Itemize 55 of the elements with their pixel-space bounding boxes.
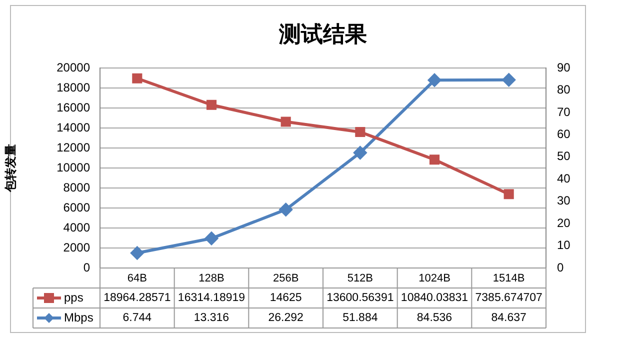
y-tick-label: 20000	[56, 60, 90, 74]
data-label: 84.536	[416, 312, 452, 324]
y2-tick-label: 70	[557, 104, 571, 119]
y2-tick-label: 0	[557, 260, 564, 274]
x-tick-label: 64B	[127, 272, 147, 285]
y-tick-label: 16000	[56, 100, 90, 114]
y-axis-title: 包转发量	[3, 144, 18, 193]
point	[279, 203, 292, 216]
data-label: 13600.56391	[326, 292, 394, 304]
y-tick-label: 8000	[63, 180, 90, 194]
data-label: 13.316	[194, 312, 230, 324]
point	[130, 246, 144, 260]
y-tick-label: 0	[83, 260, 90, 274]
point	[205, 232, 218, 245]
y-tick-label: 10000	[56, 160, 90, 174]
data-label: 7385.674707	[475, 292, 542, 304]
y-tick-label: 4000	[63, 220, 90, 234]
chart-title: 测试结果	[278, 22, 368, 48]
data-label: 10840.03831	[400, 292, 468, 304]
y2-tick-label: 50	[557, 149, 571, 164]
x-tick-label: 128B	[198, 272, 224, 285]
data-label: 84.637	[491, 312, 526, 324]
data-label: 51.884	[342, 312, 378, 324]
data-label: 6.744	[122, 312, 152, 324]
y-tick-label: 6000	[63, 200, 90, 214]
y2-tick-label: 60	[557, 126, 571, 141]
point	[206, 100, 217, 110]
y-tick-label: 12000	[56, 140, 90, 154]
data-label: 18964.28571	[104, 292, 171, 304]
point	[355, 126, 366, 138]
y2-tick-label: 20	[557, 216, 571, 230]
legend-label: Mbps	[64, 310, 94, 324]
point	[132, 73, 142, 84]
y-tick-label: 18000	[56, 80, 90, 94]
data-label: 14625	[270, 292, 302, 304]
y2-tick-label: 40	[557, 171, 571, 186]
data-label: 26.292	[268, 312, 304, 324]
data-label: 16314.18919	[178, 292, 246, 304]
point	[504, 189, 514, 200]
point	[502, 73, 516, 86]
x-tick-label: 1024B	[418, 272, 450, 285]
x-tick-label: 256B	[272, 272, 299, 285]
y2-tick-label: 30	[557, 194, 571, 208]
y-tick-label: 14000	[56, 120, 90, 134]
legend-label: pps	[64, 290, 84, 304]
x-tick-label: 1514B	[492, 272, 525, 285]
y-tick-label: 2000	[63, 240, 90, 254]
y2-tick-label: 10	[557, 238, 571, 252]
point	[280, 116, 291, 127]
point	[354, 146, 367, 160]
point	[429, 154, 440, 165]
x-tick-label: 512B	[347, 272, 374, 285]
y2-tick-label: 90	[557, 60, 571, 74]
point	[428, 74, 441, 87]
y2-tick-label: 80	[557, 82, 571, 97]
